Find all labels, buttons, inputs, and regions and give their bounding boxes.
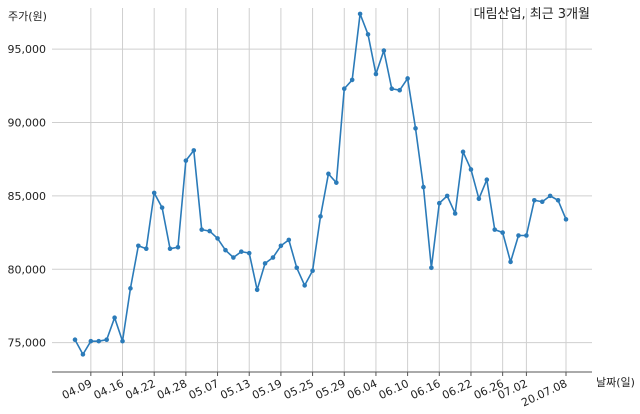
x-tick-label: 06.10 bbox=[377, 377, 411, 402]
data-point bbox=[223, 247, 228, 253]
x-tick-label: 05.19 bbox=[250, 377, 284, 402]
data-point bbox=[286, 237, 292, 243]
data-point bbox=[389, 86, 395, 92]
x-tick-label: 04.16 bbox=[92, 377, 126, 402]
x-tick-label: 05.29 bbox=[313, 377, 347, 402]
data-point bbox=[183, 158, 189, 163]
data-point bbox=[563, 217, 569, 222]
data-point bbox=[357, 11, 363, 17]
data-point bbox=[231, 255, 236, 260]
data-point bbox=[270, 255, 276, 260]
y-tick-label: 80,000 bbox=[8, 263, 47, 276]
data-point bbox=[524, 233, 529, 238]
data-point bbox=[80, 352, 86, 357]
data-point bbox=[310, 268, 315, 274]
data-point bbox=[436, 200, 442, 206]
data-point bbox=[484, 177, 490, 183]
data-point bbox=[136, 243, 141, 249]
x-tick-label: 04.09 bbox=[60, 377, 94, 402]
data-point bbox=[254, 287, 260, 293]
data-point bbox=[72, 337, 78, 343]
x-tick-label: 04.28 bbox=[155, 377, 189, 402]
points-layer bbox=[72, 11, 569, 357]
data-point bbox=[294, 265, 300, 271]
y-tick-label: 90,000 bbox=[8, 116, 47, 129]
data-point bbox=[334, 180, 339, 185]
data-point bbox=[405, 76, 410, 81]
x-axis-label: 날짜(일) bbox=[596, 375, 635, 389]
y-tick-label: 85,000 bbox=[8, 190, 47, 203]
y-tick-label: 95,000 bbox=[8, 43, 47, 56]
data-point bbox=[151, 190, 157, 196]
data-point bbox=[159, 205, 165, 210]
data-point bbox=[318, 214, 323, 219]
data-point bbox=[476, 196, 482, 202]
data-point bbox=[302, 283, 307, 288]
y-axis-label: 주가(원) bbox=[8, 10, 47, 23]
data-point bbox=[88, 338, 94, 344]
x-tick-label: 06.22 bbox=[440, 377, 474, 402]
series-layer bbox=[74, 13, 567, 356]
x-tick-label: 05.07 bbox=[187, 377, 221, 402]
data-point bbox=[500, 230, 505, 235]
data-point bbox=[239, 249, 244, 254]
data-point bbox=[278, 243, 284, 249]
x-tick-label: 06.04 bbox=[345, 377, 379, 402]
chart-title: 대림산업, 최근 3개월 bbox=[474, 7, 590, 22]
grid bbox=[52, 8, 592, 372]
data-point bbox=[532, 197, 537, 203]
data-point bbox=[326, 171, 331, 177]
data-point bbox=[460, 149, 466, 155]
data-point bbox=[492, 227, 498, 232]
data-point bbox=[373, 71, 379, 77]
data-point bbox=[547, 193, 553, 199]
x-tick-label: 06.16 bbox=[409, 377, 443, 402]
data-point bbox=[215, 236, 220, 241]
data-point bbox=[349, 77, 355, 83]
x-tick-label: 05.13 bbox=[218, 377, 252, 402]
axes bbox=[52, 371, 592, 376]
data-point bbox=[120, 338, 125, 344]
data-point bbox=[365, 32, 371, 37]
data-point bbox=[175, 244, 181, 250]
data-point bbox=[429, 265, 434, 271]
data-point bbox=[381, 48, 387, 53]
data-point bbox=[199, 227, 205, 232]
data-point bbox=[555, 197, 561, 203]
data-point bbox=[508, 259, 513, 265]
data-point bbox=[96, 338, 102, 344]
x-tick-label: 05.25 bbox=[282, 377, 316, 402]
data-point bbox=[444, 193, 450, 199]
data-point bbox=[452, 211, 458, 216]
data-point bbox=[397, 87, 402, 93]
data-point bbox=[128, 286, 133, 291]
data-point bbox=[341, 86, 347, 92]
data-point bbox=[516, 233, 521, 238]
data-point bbox=[143, 246, 149, 252]
data-point bbox=[262, 261, 268, 266]
data-point bbox=[167, 246, 173, 252]
x-tick-label: 20.07.08 bbox=[519, 377, 569, 409]
data-point bbox=[112, 315, 117, 320]
data-point bbox=[207, 228, 212, 234]
series-line bbox=[74, 13, 567, 356]
data-point bbox=[539, 199, 545, 205]
data-point bbox=[104, 337, 109, 343]
data-point bbox=[191, 148, 197, 153]
data-point bbox=[421, 184, 426, 190]
data-point bbox=[246, 250, 252, 256]
x-tick-label: 04.22 bbox=[123, 377, 157, 402]
y-tick-label: 75,000 bbox=[8, 337, 47, 350]
data-point bbox=[413, 126, 418, 131]
data-point bbox=[468, 167, 474, 172]
